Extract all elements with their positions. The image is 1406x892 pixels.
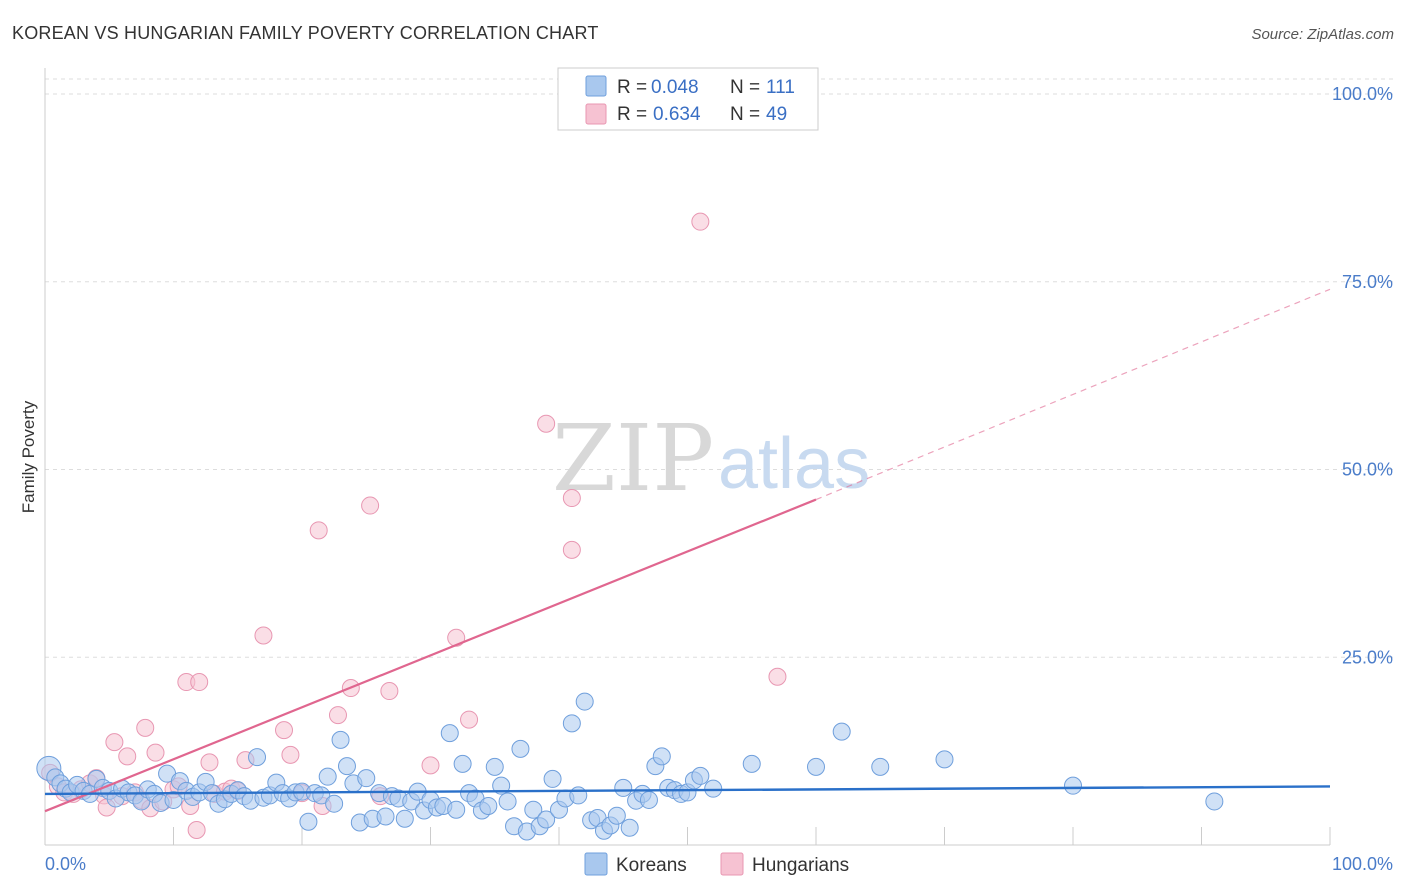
hungarians-point [281,745,300,764]
legend-swatch-hungarians [585,103,607,125]
hungarians-point [146,743,165,762]
hungarians-point [421,756,440,775]
legend-n-value-koreans: 111 [766,77,795,98]
koreans-point [742,754,761,773]
hungarians-point [460,710,479,729]
koreans-point [248,748,267,767]
koreans-point [164,790,183,809]
hungarians-point [187,820,206,839]
legend-n-label-koreans: N = [730,77,760,98]
hungarians-point [380,682,399,701]
koreans-point [614,778,633,797]
koreans-point [620,818,639,837]
hungarians-point [447,628,466,647]
y-tick-label-100: 100.0% [1332,84,1393,104]
hungarians-point [105,733,124,752]
koreans-point [453,754,472,773]
koreans-point [331,730,350,749]
koreans-point [1064,776,1082,795]
legend-r-label-hungarians: R = [617,104,647,125]
watermark: ZIP atlas [552,405,870,512]
hungarians-point [537,414,556,433]
koreans-point [376,807,395,826]
bottom-legend: Koreans Hungarians [584,852,849,876]
hungarians-point [118,747,137,766]
hungarians-point [562,489,581,508]
x-tick-label-min: 0.0% [45,854,86,874]
koreans-point [704,779,723,798]
koreans-point [485,757,504,776]
bottom-legend-swatch-koreans [584,852,608,876]
hungarians-point [562,540,581,559]
koreans-point [440,724,459,743]
bottom-legend-koreans: Koreans [616,855,687,876]
koreans-point [607,806,626,825]
y-tick-label-25: 25.0% [1342,647,1393,667]
koreans-point [318,767,337,786]
x-tick-label-max: 100.0% [1332,854,1393,874]
legend-n-label-hungarians: N = [730,104,760,125]
hungarians-point [254,626,273,645]
chart-title: KOREAN VS HUNGARIAN FAMILY POVERTY CORRE… [12,23,599,43]
koreans-point [807,757,825,776]
koreans-point [832,722,851,741]
watermark-atlas: atlas [718,424,870,504]
koreans-point [1205,792,1224,811]
koreans-point [524,800,543,819]
hungarians-point [691,212,710,231]
hungarians-point [328,706,347,725]
koreans-point [871,757,890,776]
legend-r-value-hungarians: 0.634 [653,104,701,125]
y-tick-label-75: 75.0% [1342,272,1393,292]
hungarians-point [361,496,380,515]
koreans-point [652,747,671,766]
bottom-legend-hungarians: Hungarians [752,855,849,876]
koreans-point [395,809,414,828]
gridlines [45,78,1393,658]
x-axis: 0.0% 100.0% [44,68,1393,874]
legend-swatch-koreans [585,75,607,97]
y-tick-label-50: 50.0% [1342,460,1393,480]
trend-lines [44,288,1331,813]
koreans-point [543,769,562,788]
koreans-trend-line [44,785,1331,796]
koreans-point [511,739,530,758]
hungarians-point [275,721,294,740]
hungarians-points [41,212,787,839]
koreans-point [479,796,498,815]
koreans-point [537,810,556,829]
hungarians-point [768,667,787,686]
legend-r-value-koreans: 0.048 [651,77,699,98]
koreans-point [299,812,318,831]
legend: R = 0.048 N = 111 R = 0.634 N = 49 [557,67,819,131]
y-axis-ticks: 25.0% 50.0% 75.0% 100.0% [1332,84,1393,667]
hungarians-trend-line [44,498,817,813]
koreans-point [447,800,466,819]
legend-n-value-hungarians: 49 [766,104,787,125]
y-axis-label: Family Poverty [19,400,38,513]
koreans-point [691,766,710,785]
chart-source: Source: ZipAtlas.com [1251,26,1394,43]
koreans-point [575,692,594,711]
hungarians-point [309,521,328,540]
hungarians-point [200,753,219,772]
bottom-legend-swatch-hungarians [720,852,744,876]
koreans-point [492,776,511,795]
koreans-point [569,786,588,805]
hungarians-point [190,673,209,692]
koreans-point [498,792,517,811]
koreans-point [639,790,658,809]
koreans-point [325,794,344,813]
legend-r-label-koreans: R = [617,77,647,98]
koreans-point [337,757,356,776]
koreans-point [935,750,954,769]
koreans-point [357,769,376,788]
hungarians-point [136,718,155,737]
hungarians-trend-extension [815,288,1331,501]
koreans-point [562,714,581,733]
